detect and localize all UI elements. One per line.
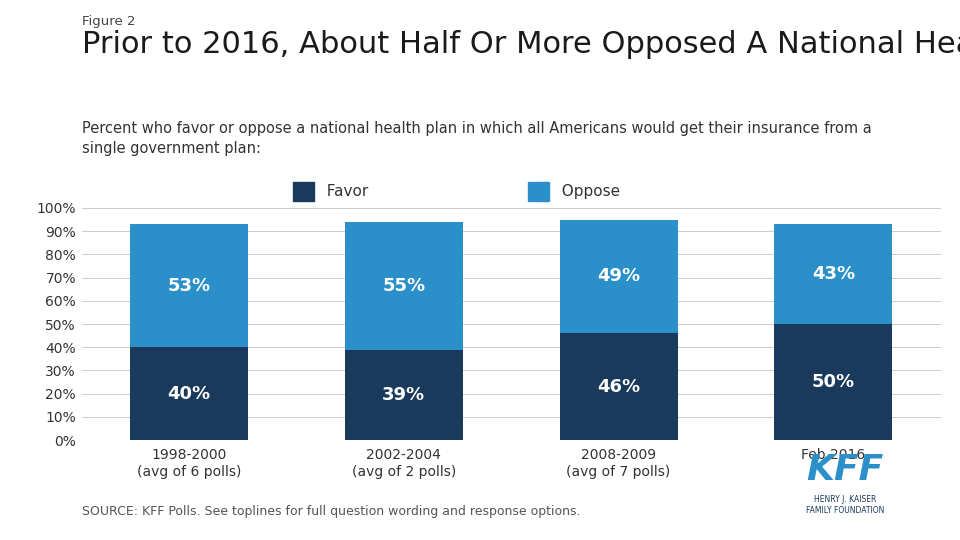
Text: 40%: 40% [167, 384, 210, 403]
Bar [345, 222, 463, 349]
Bar [775, 224, 893, 324]
Bar [130, 347, 248, 440]
Text: 53%: 53% [167, 276, 210, 295]
Text: Prior to 2016, About Half Or More Opposed A National Health Plan: Prior to 2016, About Half Or More Oppose… [82, 30, 960, 59]
Text: 43%: 43% [812, 265, 855, 283]
Text: Oppose: Oppose [552, 184, 620, 199]
Bar [560, 333, 678, 440]
Text: KFF: KFF [806, 453, 883, 487]
Text: 50%: 50% [812, 373, 855, 391]
Text: 46%: 46% [597, 377, 640, 396]
Text: Figure 2: Figure 2 [82, 15, 135, 28]
Text: Percent who favor or oppose a national health plan in which all Americans would : Percent who favor or oppose a national h… [82, 122, 872, 156]
Bar [130, 224, 248, 347]
Text: 39%: 39% [382, 386, 425, 404]
Text: SOURCE: KFF Polls. See toplines for full question wording and response options.: SOURCE: KFF Polls. See toplines for full… [82, 505, 580, 518]
Bar [775, 324, 893, 440]
Bar [560, 219, 678, 333]
Text: 55%: 55% [382, 276, 425, 295]
Bar [345, 349, 463, 440]
Text: HENRY J. KAISER
FAMILY FOUNDATION: HENRY J. KAISER FAMILY FOUNDATION [805, 495, 884, 515]
Text: 49%: 49% [597, 267, 640, 286]
Text: Favor: Favor [317, 184, 368, 199]
